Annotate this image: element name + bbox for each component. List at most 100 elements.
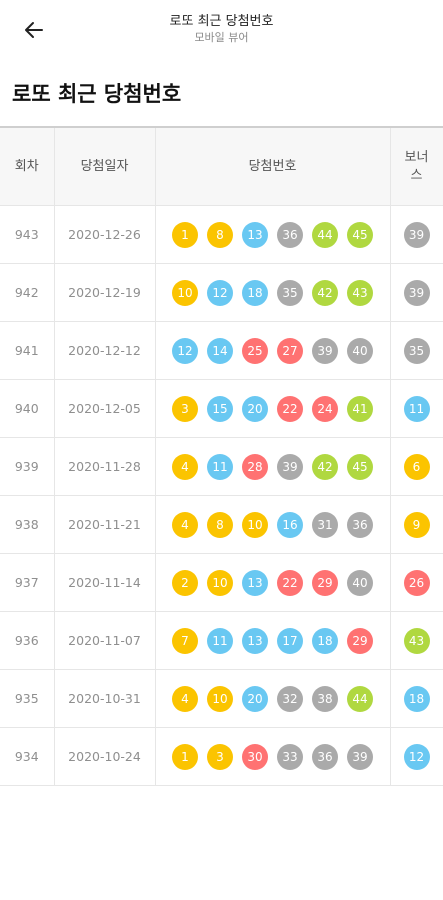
bonus-cell: 35 [389,321,443,380]
number-ball: 11 [207,627,233,654]
number-ball: 10 [242,511,268,538]
column-header-bonus: 보너 스 [389,126,443,206]
number-ball: 22 [277,569,303,596]
number-ball: 35 [277,279,303,306]
number-ball: 36 [312,743,338,770]
number-ball: 4 [172,685,198,712]
table-row: 937 2020-11-14 2 10 13 22 29 40 26 [0,553,443,612]
table-row: 936 2020-11-07 7 11 13 17 18 29 43 [0,611,443,670]
table-row: 941 2020-12-12 12 14 25 27 39 40 35 [0,321,443,380]
numbers-cell: 1 8 13 36 44 45 [154,205,391,264]
bonus-cell: 9 [389,495,443,554]
number-ball: 31 [312,511,338,538]
bonus-ball: 18 [403,685,430,712]
number-ball: 22 [277,395,303,422]
numbers-cell: 7 11 13 17 18 29 [154,611,391,670]
number-ball: 27 [277,337,303,364]
round-cell: 940 [0,379,55,438]
header-subtitle: 모바일 뷰어 [194,31,249,44]
bonus-cell: 11 [389,379,443,438]
numbers-cell: 4 10 20 32 38 44 [154,669,391,728]
number-ball: 18 [312,627,338,654]
number-ball: 39 [312,337,338,364]
number-ball: 7 [172,627,198,654]
number-ball: 17 [277,627,303,654]
table-row: 935 2020-10-31 4 10 20 32 38 44 18 [0,669,443,728]
round-cell: 938 [0,495,55,554]
number-ball: 13 [242,627,268,654]
date-cell: 2020-11-14 [53,553,156,612]
numbers-cell: 12 14 25 27 39 40 [154,321,391,380]
bonus-ball: 26 [403,569,430,596]
app-header: 로또 최근 당첨번호 모바일 뷰어 [0,0,443,60]
round-cell: 939 [0,437,55,496]
bonus-ball: 39 [403,221,430,248]
number-ball: 42 [312,279,338,306]
number-ball: 12 [207,279,233,306]
bonus-ball: 35 [403,337,430,364]
number-ball: 38 [312,685,338,712]
round-cell: 934 [0,727,55,786]
number-ball: 10 [172,279,198,306]
bonus-cell: 6 [389,437,443,496]
number-ball: 13 [242,221,268,248]
round-cell: 935 [0,669,55,728]
number-ball: 4 [172,453,198,480]
number-ball: 29 [312,569,338,596]
number-ball: 45 [347,453,373,480]
column-header-numbers: 당첨번호 [154,126,391,206]
table-row: 943 2020-12-26 1 8 13 36 44 45 39 [0,205,443,264]
column-header-date: 당첨일자 [53,126,156,206]
number-ball: 40 [347,569,373,596]
number-ball: 43 [347,279,373,306]
header-title: 로또 최근 당첨번호 [169,14,274,29]
numbers-cell: 1 3 30 33 36 39 [154,727,391,786]
bonus-cell: 26 [389,553,443,612]
number-ball: 20 [242,395,268,422]
number-ball: 11 [207,453,233,480]
bonus-cell: 43 [389,611,443,670]
number-ball: 14 [207,337,233,364]
bonus-cell: 39 [389,263,443,322]
number-ball: 3 [172,395,198,422]
column-header-round: 회차 [0,126,55,206]
number-ball: 12 [172,337,198,364]
numbers-cell: 4 8 10 16 31 36 [154,495,391,554]
round-cell: 937 [0,553,55,612]
table-row: 939 2020-11-28 4 11 28 39 42 45 6 [0,437,443,496]
number-ball: 39 [347,743,373,770]
table-header-row: 회차 당첨일자 당첨번호 보너 스 [0,126,443,206]
bonus-ball: 43 [403,627,430,654]
number-ball: 16 [277,511,303,538]
date-cell: 2020-12-19 [53,263,156,322]
date-cell: 2020-11-28 [53,437,156,496]
number-ball: 8 [207,221,233,248]
arrow-left-icon[interactable] [22,18,46,42]
date-cell: 2020-10-24 [53,727,156,786]
number-ball: 44 [347,685,373,712]
date-cell: 2020-12-05 [53,379,156,438]
number-ball: 29 [347,627,373,654]
number-ball: 45 [347,221,373,248]
bonus-cell: 18 [389,669,443,728]
round-cell: 943 [0,205,55,264]
number-ball: 42 [312,453,338,480]
number-ball: 8 [207,511,233,538]
page-title: 로또 최근 당첨번호 [12,82,182,106]
date-cell: 2020-11-21 [53,495,156,554]
bonus-ball: 12 [403,743,430,770]
table-row: 934 2020-10-24 1 3 30 33 36 39 12 [0,727,443,786]
number-ball: 2 [172,569,198,596]
number-ball: 32 [277,685,303,712]
bonus-ball: 11 [403,395,430,422]
bonus-cell: 39 [389,205,443,264]
table-row: 940 2020-12-05 3 15 20 22 24 41 11 [0,379,443,438]
round-cell: 936 [0,611,55,670]
number-ball: 36 [347,511,373,538]
date-cell: 2020-11-07 [53,611,156,670]
number-ball: 33 [277,743,303,770]
number-ball: 18 [242,279,268,306]
number-ball: 20 [242,685,268,712]
results-table: 회차 당첨일자 당첨번호 보너 스 943 2020-12-26 1 8 13 36 44 45… [0,126,443,786]
numbers-cell: 2 10 13 22 29 40 [154,553,391,612]
